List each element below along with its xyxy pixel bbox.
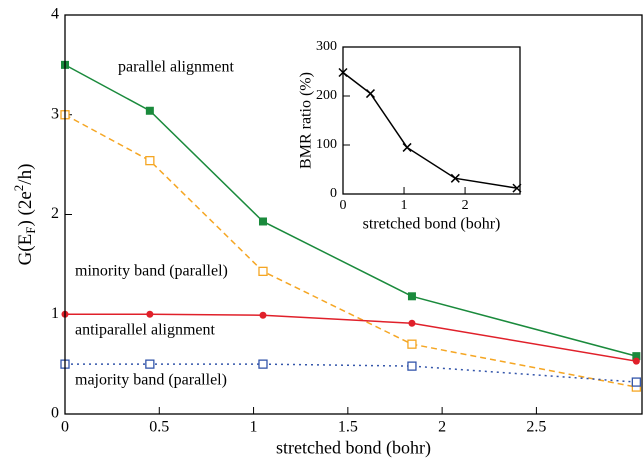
x-tick-label: 1: [401, 198, 408, 213]
y-axis-label-part: /h): [15, 164, 36, 185]
x-tick-label: 0: [340, 198, 347, 213]
y-axis-label: BMR ratio (%): [297, 72, 314, 169]
x-tick-label: 0.5: [149, 418, 169, 435]
y-tick-label: 1: [51, 305, 59, 322]
x-tick-label: 2: [438, 418, 446, 435]
plot-frame: [64, 14, 643, 415]
y-tick-label: 300: [316, 39, 337, 54]
marker: [450, 173, 460, 183]
marker: [632, 352, 641, 361]
inset-background: [343, 47, 520, 194]
marker: [408, 319, 416, 327]
series-label: parallel alignment: [118, 59, 235, 76]
y-axis-label-part: 2: [11, 185, 26, 192]
y-tick-label: 3: [51, 105, 59, 122]
marker: [407, 339, 417, 349]
marker: [632, 357, 640, 365]
marker: [407, 361, 417, 371]
x-tick-label: 1: [250, 418, 258, 435]
marker: [407, 292, 416, 301]
series-label: majority band (parallel): [75, 372, 227, 389]
marker: [402, 142, 412, 152]
x-tick-label: 0: [61, 418, 69, 435]
marker: [145, 106, 154, 115]
y-tick-label: 200: [316, 88, 337, 103]
marker: [258, 266, 268, 277]
y-axis-label-part: F: [23, 227, 38, 234]
marker: [631, 377, 641, 387]
y-axis-label: G(EF) (2e2/h): [11, 164, 38, 266]
y-tick-label: 4: [51, 6, 59, 23]
marker: [146, 310, 154, 318]
y-axis-label-part: G(E: [15, 234, 36, 266]
y-tick-label: 0: [330, 186, 337, 201]
marker: [365, 89, 375, 99]
series-label: minority band (parallel): [75, 263, 228, 280]
y-tick-label: 2: [51, 205, 59, 222]
marker: [258, 359, 268, 369]
series-label: antiparallel alignment: [75, 322, 216, 339]
y-tick-label: 100: [316, 137, 337, 152]
marker: [258, 217, 267, 226]
x-tick-label: 1.5: [338, 418, 358, 435]
marker: [145, 359, 155, 369]
x-tick-label: 2.5: [526, 418, 546, 435]
series-line: [65, 363, 637, 383]
y-axis-label-part: ) (2e: [15, 191, 36, 226]
x-tick-label: 2: [462, 198, 469, 213]
plot-frame: [342, 46, 521, 195]
x-axis-label: stretched bond (bohr): [363, 215, 501, 232]
y-tick-label: 0: [51, 405, 59, 422]
marker: [259, 311, 267, 319]
x-axis-label: stretched bond (bohr): [276, 437, 431, 458]
marker: [145, 155, 155, 166]
